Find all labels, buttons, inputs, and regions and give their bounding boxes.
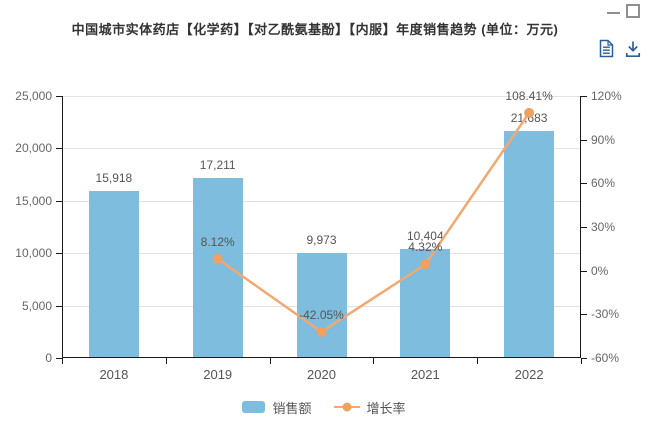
growth-point-2021[interactable] (420, 259, 431, 270)
bar-2019[interactable] (192, 177, 243, 358)
y-axis-tick (56, 358, 62, 359)
legend-item-growth[interactable]: 增长率 (333, 398, 406, 417)
x-axis-label-2021: 2021 (410, 367, 440, 382)
growth-value-label-2021: 4.32% (408, 240, 443, 255)
download-icon[interactable] (625, 40, 641, 63)
growth-value-label-2020: -42.05% (299, 307, 344, 322)
y-axis-left-label: 10,000 (15, 246, 52, 261)
secondary-y-axis-tick (581, 358, 587, 359)
growth-line (212, 107, 535, 337)
secondary-y-axis-tick (581, 314, 587, 316)
y-axis-tick (56, 305, 62, 307)
bar-value-label-2020: 9,973 (306, 233, 337, 248)
y-axis-left-label: 20,000 (15, 141, 52, 156)
x-axis-line (62, 357, 581, 358)
x-axis-tick (373, 358, 375, 364)
y-axis-tick (56, 96, 62, 97)
x-axis-label-2020: 2020 (307, 367, 336, 382)
bar-value-label-2021: 10,404 (406, 228, 444, 243)
secondary-y-axis-tick (581, 96, 587, 97)
x-axis-label-2022: 2022 (514, 367, 544, 382)
bar-2020[interactable] (296, 253, 347, 358)
bar-2022[interactable] (504, 130, 555, 358)
growth-point-2019[interactable] (212, 253, 223, 264)
gridline (62, 96, 581, 97)
chart-title: 中国城市实体药店【化学药】【对乙酰氨基酚】【内服】年度销售趋势 (单位：万元) (71, 22, 559, 37)
y-axis-line (62, 96, 63, 358)
legend-line-marker (333, 402, 360, 412)
x-axis-tick (477, 358, 479, 364)
y-axis-right-label: 120% (591, 89, 622, 103)
y-axis-left-label: 5,000 (21, 298, 52, 313)
growth-value-label-2022: 108.41% (505, 88, 553, 103)
legend-sales-label: 销售额 (272, 400, 312, 416)
legend-bar-swatch (242, 401, 266, 413)
secondary-y-axis-tick (581, 227, 587, 228)
x-axis-label-2019: 2019 (203, 367, 233, 382)
chart-legend: 销售额 增长率 (0, 398, 648, 416)
bar-value-label-2018: 15,918 (95, 171, 133, 186)
secondary-y-axis-tick (581, 139, 587, 141)
x-axis-tick (62, 358, 63, 364)
legend-line-dot (342, 402, 351, 412)
x-axis-tick (165, 358, 167, 364)
y-axis-right-label: 0% (591, 263, 609, 278)
legend-item-sales[interactable]: 销售额 (242, 398, 312, 417)
growth-point-2020[interactable] (316, 326, 327, 337)
y-axis-left-label: 15,000 (15, 193, 52, 208)
y-axis-right-label: 30% (591, 220, 616, 234)
bar-2018[interactable] (88, 191, 139, 358)
x-axis-label-2018: 2018 (99, 367, 129, 382)
report-icon[interactable] (599, 39, 614, 63)
growth-value-label-2019: 8.12% (200, 234, 235, 249)
y-axis-right-label: 60% (591, 176, 616, 191)
maximize-button[interactable] (626, 4, 640, 18)
y-axis-right-label: -30% (591, 307, 620, 322)
minimize-button[interactable] (607, 12, 620, 14)
x-axis-tick (581, 358, 582, 364)
legend-growth-label: 增长率 (366, 400, 406, 416)
growth-line-path (216, 112, 531, 334)
gridline (62, 148, 581, 150)
y-axis-tick (56, 148, 62, 150)
growth-point-2022[interactable] (524, 107, 535, 118)
gridline (62, 200, 581, 202)
secondary-y-axis-tick (581, 183, 587, 185)
secondary-y-axis-tick (581, 270, 587, 272)
x-axis-tick (269, 358, 271, 364)
y-axis-left-label: 25,000 (15, 89, 52, 103)
secondary-y-axis-line (580, 96, 581, 358)
y-axis-tick (56, 253, 62, 255)
y-axis-right-label: -60% (591, 351, 620, 365)
y-axis-left-label: 0 (45, 351, 52, 365)
y-axis-right-label: 90% (591, 132, 616, 147)
y-axis-tick (56, 200, 62, 202)
plot-area: 0 5,000 10,000 15,000 20,000 25,000 -60% -30% 0%… (15, 89, 621, 382)
bar-value-label-2019: 17,211 (199, 157, 236, 172)
